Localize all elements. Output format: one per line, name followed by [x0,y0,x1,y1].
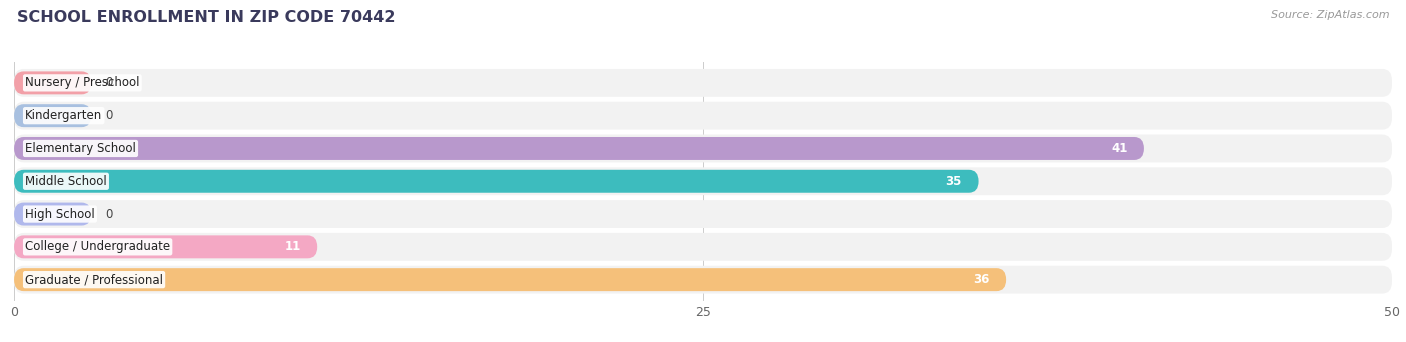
Text: Kindergarten: Kindergarten [25,109,103,122]
Text: High School: High School [25,208,94,221]
FancyBboxPatch shape [14,134,1392,162]
FancyBboxPatch shape [14,266,1392,293]
FancyBboxPatch shape [14,104,91,127]
FancyBboxPatch shape [14,233,1392,261]
Text: 11: 11 [284,240,301,253]
Text: Elementary School: Elementary School [25,142,136,155]
Text: 0: 0 [105,109,112,122]
Text: 36: 36 [973,273,990,286]
FancyBboxPatch shape [14,71,91,94]
FancyBboxPatch shape [14,202,91,225]
Text: 41: 41 [1111,142,1128,155]
FancyBboxPatch shape [14,69,1392,97]
Text: Nursery / Preschool: Nursery / Preschool [25,76,139,89]
FancyBboxPatch shape [14,137,1144,160]
FancyBboxPatch shape [14,235,318,258]
FancyBboxPatch shape [14,167,1392,195]
FancyBboxPatch shape [14,200,1392,228]
Text: SCHOOL ENROLLMENT IN ZIP CODE 70442: SCHOOL ENROLLMENT IN ZIP CODE 70442 [17,10,395,25]
FancyBboxPatch shape [14,268,1007,291]
Text: Middle School: Middle School [25,175,107,188]
Text: Graduate / Professional: Graduate / Professional [25,273,163,286]
Text: College / Undergraduate: College / Undergraduate [25,240,170,253]
Text: 0: 0 [105,208,112,221]
FancyBboxPatch shape [14,102,1392,130]
Text: 0: 0 [105,76,112,89]
Text: Source: ZipAtlas.com: Source: ZipAtlas.com [1271,10,1389,20]
Text: 35: 35 [946,175,962,188]
FancyBboxPatch shape [14,170,979,193]
